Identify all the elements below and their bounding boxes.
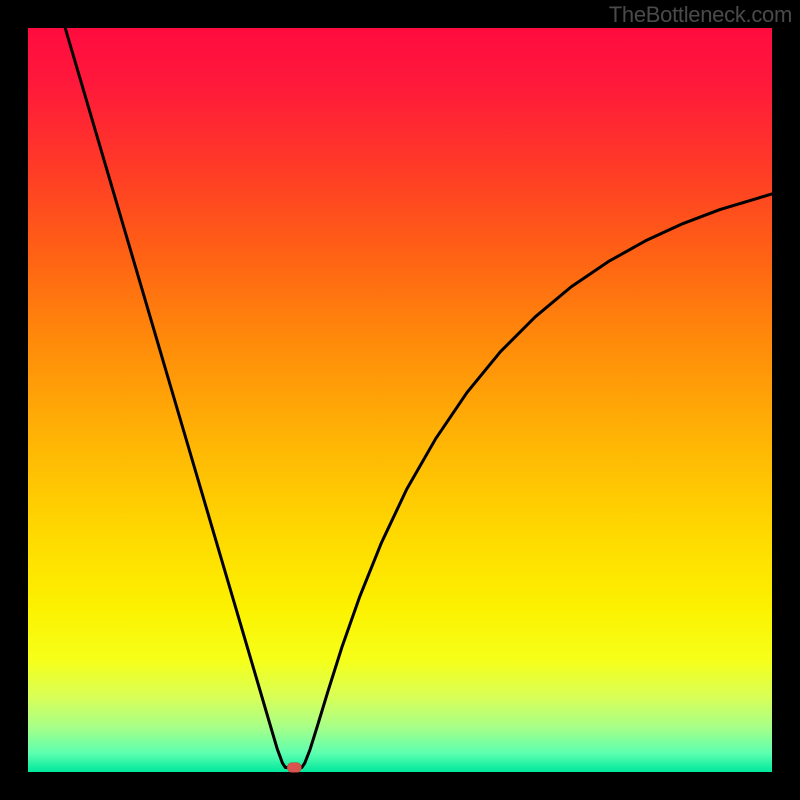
chart-svg — [0, 0, 800, 800]
minimum-marker — [287, 763, 301, 773]
bottleneck-chart: TheBottleneck.com — [0, 0, 800, 800]
plot-background — [28, 28, 772, 772]
watermark-text: TheBottleneck.com — [609, 2, 792, 28]
